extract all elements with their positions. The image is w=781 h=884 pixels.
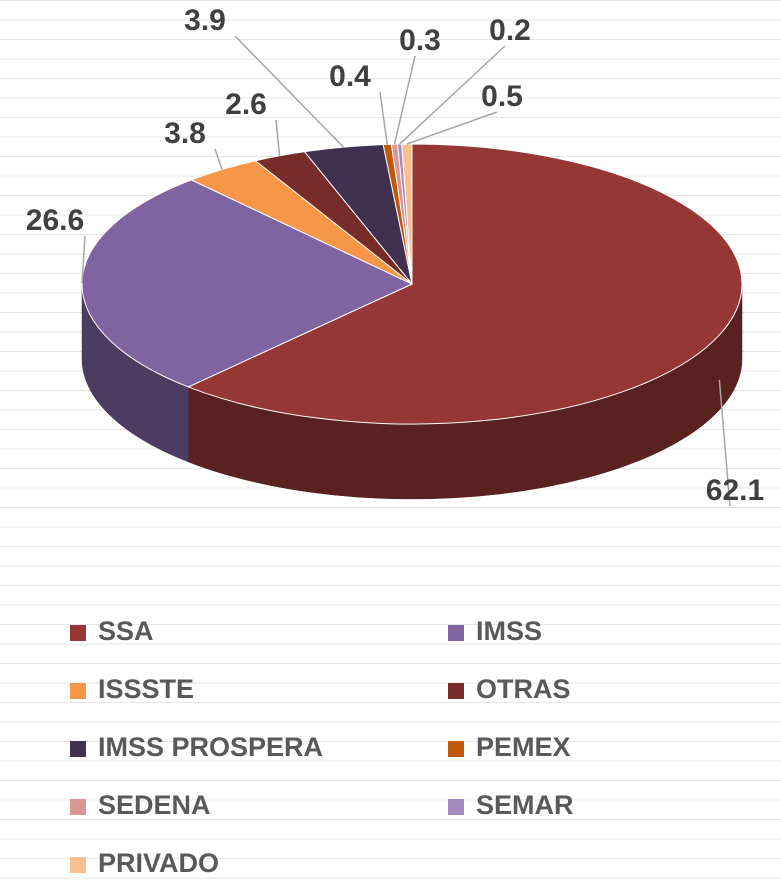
legend-label: SSA — [98, 616, 154, 646]
leader-line — [214, 148, 223, 170]
legend-swatch — [448, 741, 464, 757]
legend: SSA IMSS ISSSTE OTRAS IMSS PROSPERA PEMEX SEDE… — [70, 616, 574, 878]
leader-line — [81, 235, 86, 284]
legend-swatch — [70, 625, 86, 641]
data-label: 2.6 — [225, 88, 267, 121]
legend-label: PRIVADO — [98, 848, 219, 878]
legend-swatch — [448, 625, 464, 641]
data-label: 0.2 — [489, 14, 531, 47]
leader-line — [234, 35, 344, 148]
legend-swatch — [70, 857, 86, 873]
legend-label: ISSSTE — [98, 674, 194, 704]
slice — [187, 143, 743, 425]
legend-label: PEMEX — [476, 732, 571, 762]
pie-tops — [81, 143, 743, 425]
data-labels: 62.1 26.6 3.8 2.6 3.9 0.4 0.3 0.2 0.5 — [26, 4, 764, 507]
data-label: 0.4 — [329, 60, 371, 93]
leader-line — [406, 111, 498, 145]
data-label: 0.3 — [399, 24, 441, 57]
data-label: 3.9 — [184, 4, 226, 37]
data-label: 62.1 — [706, 474, 764, 507]
leader-line — [399, 45, 506, 145]
data-label: 26.6 — [26, 204, 84, 237]
legend-label: SEMAR — [476, 790, 574, 820]
data-label: 3.8 — [164, 117, 206, 150]
legend-label: IMSS — [476, 616, 542, 646]
legend-swatch — [448, 799, 464, 815]
data-label: 0.5 — [481, 80, 523, 113]
leader-line — [275, 119, 281, 156]
legend-swatch — [70, 683, 86, 699]
legend-label: OTRAS — [476, 674, 571, 704]
legend-swatch — [70, 799, 86, 815]
leader-line — [393, 55, 416, 145]
leader-line — [718, 379, 731, 507]
leader-line — [379, 91, 388, 145]
legend-label: SEDENA — [98, 790, 211, 820]
legend-swatch — [448, 683, 464, 699]
legend-swatch — [70, 741, 86, 757]
legend-label: IMSS PROSPERA — [98, 732, 323, 762]
